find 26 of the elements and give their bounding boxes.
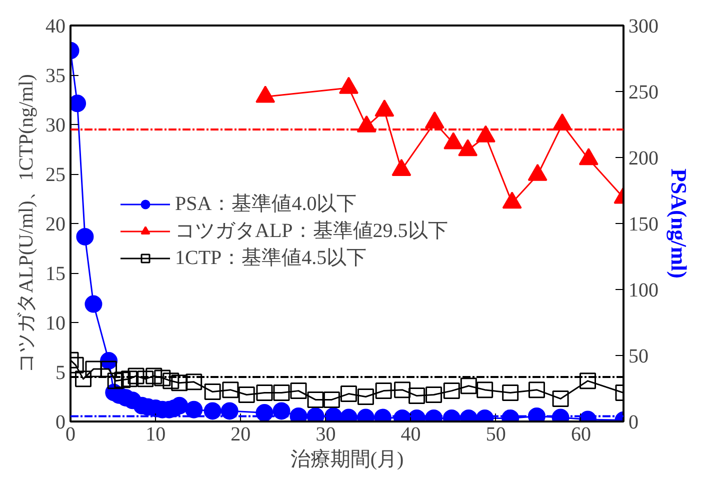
y-tick-label: 5: [56, 362, 66, 384]
y2-tick-label: 250: [628, 82, 658, 104]
y-tick-label: 15: [46, 263, 66, 285]
legend-label: コツガタALP：基準値29.5以下: [175, 219, 448, 244]
y2-tick-label: 100: [628, 280, 658, 302]
x-tick-label: 10: [146, 424, 166, 446]
y-tick-label: 40: [46, 16, 66, 38]
x-tick-label: 30: [316, 424, 336, 446]
x-axis-title: 治療期間(月): [290, 448, 404, 470]
x-tick-label: 20: [230, 424, 251, 446]
y2-axis-title: PSA(ng/ml): [666, 168, 692, 278]
y-tick-label: 25: [46, 164, 66, 186]
x-tick-label: 50: [486, 424, 506, 446]
x-tick-label: 40: [400, 424, 421, 446]
y-tick-label: 30: [46, 114, 66, 136]
y2-tick-label: 200: [628, 148, 658, 170]
y2-tick-label: 300: [628, 16, 658, 38]
y-tick-label: 35: [46, 65, 66, 87]
legend-label: 1CTP：基準値4.5以下: [175, 246, 367, 271]
legend-label: PSA：基準値4.0以下: [175, 192, 357, 217]
x-tick-label: 60: [570, 424, 591, 446]
y2-tick-label: 150: [628, 214, 658, 236]
y-tick-label: 10: [46, 312, 66, 334]
y2-tick-label: 50: [628, 346, 648, 368]
y-axis-title: コツガタALP(U/ml)、1CTP(ng/ml): [16, 74, 38, 373]
y-tick-label: 20: [46, 214, 66, 236]
